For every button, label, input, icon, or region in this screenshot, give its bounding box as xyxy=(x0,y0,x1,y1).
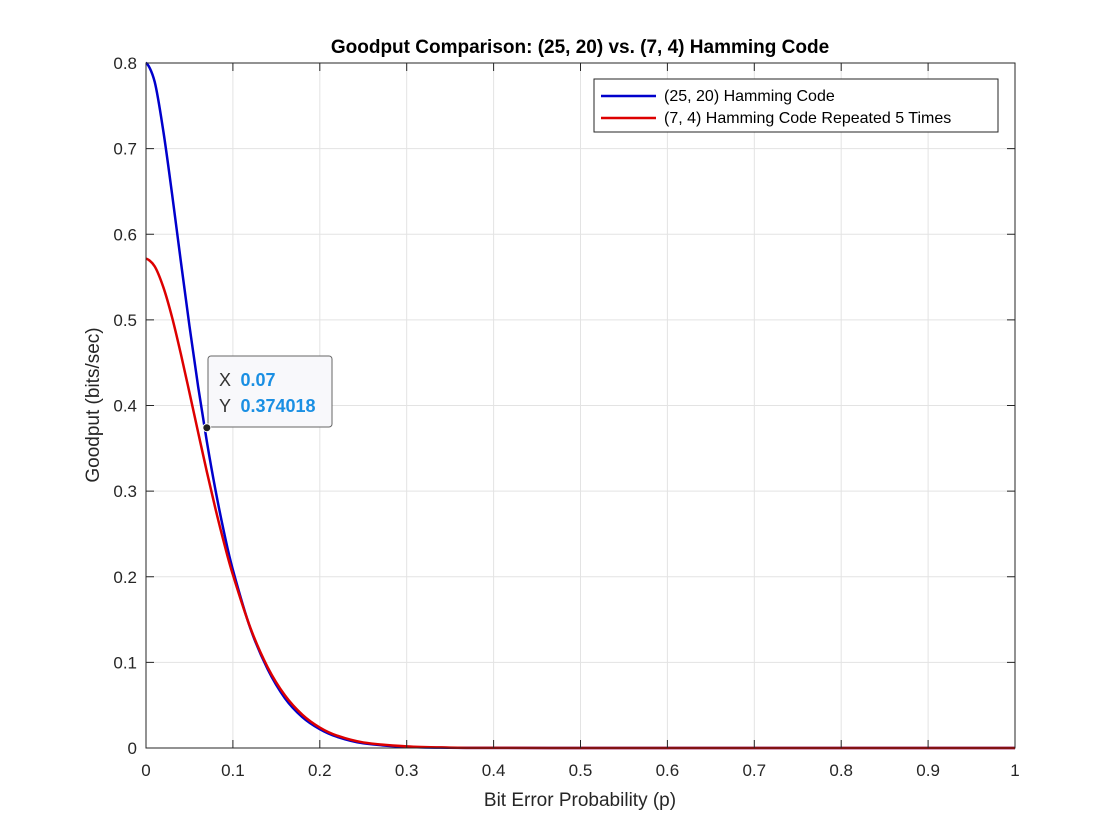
datatip-x: X 0.07 xyxy=(219,370,276,390)
datatip-y-value: 0.374018 xyxy=(240,396,315,416)
x-axis-label: Bit Error Probability (p) xyxy=(484,790,676,811)
y-tick-labels: 0 0.1 0.2 0.3 0.4 0.5 0.6 0.7 0.8 xyxy=(113,54,137,758)
y-tick-label: 0.1 xyxy=(113,653,137,672)
datatip-x-key: X xyxy=(219,370,231,390)
datatip-box xyxy=(207,355,333,428)
x-tick-label: 0.8 xyxy=(829,761,853,780)
legend-box xyxy=(593,78,999,133)
y-tick-label: 0.7 xyxy=(113,140,137,159)
legend-entry-25-20: (25, 20) Hamming Code xyxy=(664,88,835,105)
x-tick-label: 0.9 xyxy=(916,761,940,780)
x-tick-label: 0.6 xyxy=(656,761,680,780)
x-tick-label: 0.3 xyxy=(395,761,419,780)
ticks xyxy=(145,62,1016,749)
datatip-y: Y 0.374018 xyxy=(219,396,316,416)
y-tick-label: 0.2 xyxy=(113,568,137,587)
y-tick-label: 0.3 xyxy=(113,482,137,501)
x-tick-label: 0.5 xyxy=(569,761,593,780)
x-tick-label: 1 xyxy=(1010,761,1019,780)
y-tick-label: 0.8 xyxy=(113,54,137,73)
y-tick-label: 0 xyxy=(128,739,137,758)
legend-entry-7-4: (7, 4) Hamming Code Repeated 5 Times xyxy=(664,110,951,127)
chart-title: Goodput Comparison: (25, 20) vs. (7, 4) … xyxy=(331,37,829,58)
y-tick-label: 0.4 xyxy=(113,397,137,416)
y-axis-label: Goodput (bits/sec) xyxy=(83,327,104,482)
x-tick-label: 0.1 xyxy=(221,761,245,780)
datatip-marker[interactable] xyxy=(202,423,212,433)
y-tick-label: 0.5 xyxy=(113,311,137,330)
x-tick-labels: 0 0.1 0.2 0.3 0.4 0.5 0.6 0.7 0.8 0.9 1 xyxy=(141,761,1019,780)
x-tick-label: 0.2 xyxy=(308,761,332,780)
legend[interactable]: (25, 20) Hamming Code (7, 4) Hamming Cod… xyxy=(593,78,999,133)
x-tick-label: 0.4 xyxy=(482,761,506,780)
x-tick-label: 0 xyxy=(141,761,150,780)
datatip-x-value: 0.07 xyxy=(240,370,275,390)
datatip[interactable]: X 0.07 Y 0.374018 xyxy=(202,355,333,433)
x-tick-label: 0.7 xyxy=(742,761,766,780)
datatip-y-key: Y xyxy=(219,396,231,416)
y-tick-label: 0.6 xyxy=(113,225,137,244)
